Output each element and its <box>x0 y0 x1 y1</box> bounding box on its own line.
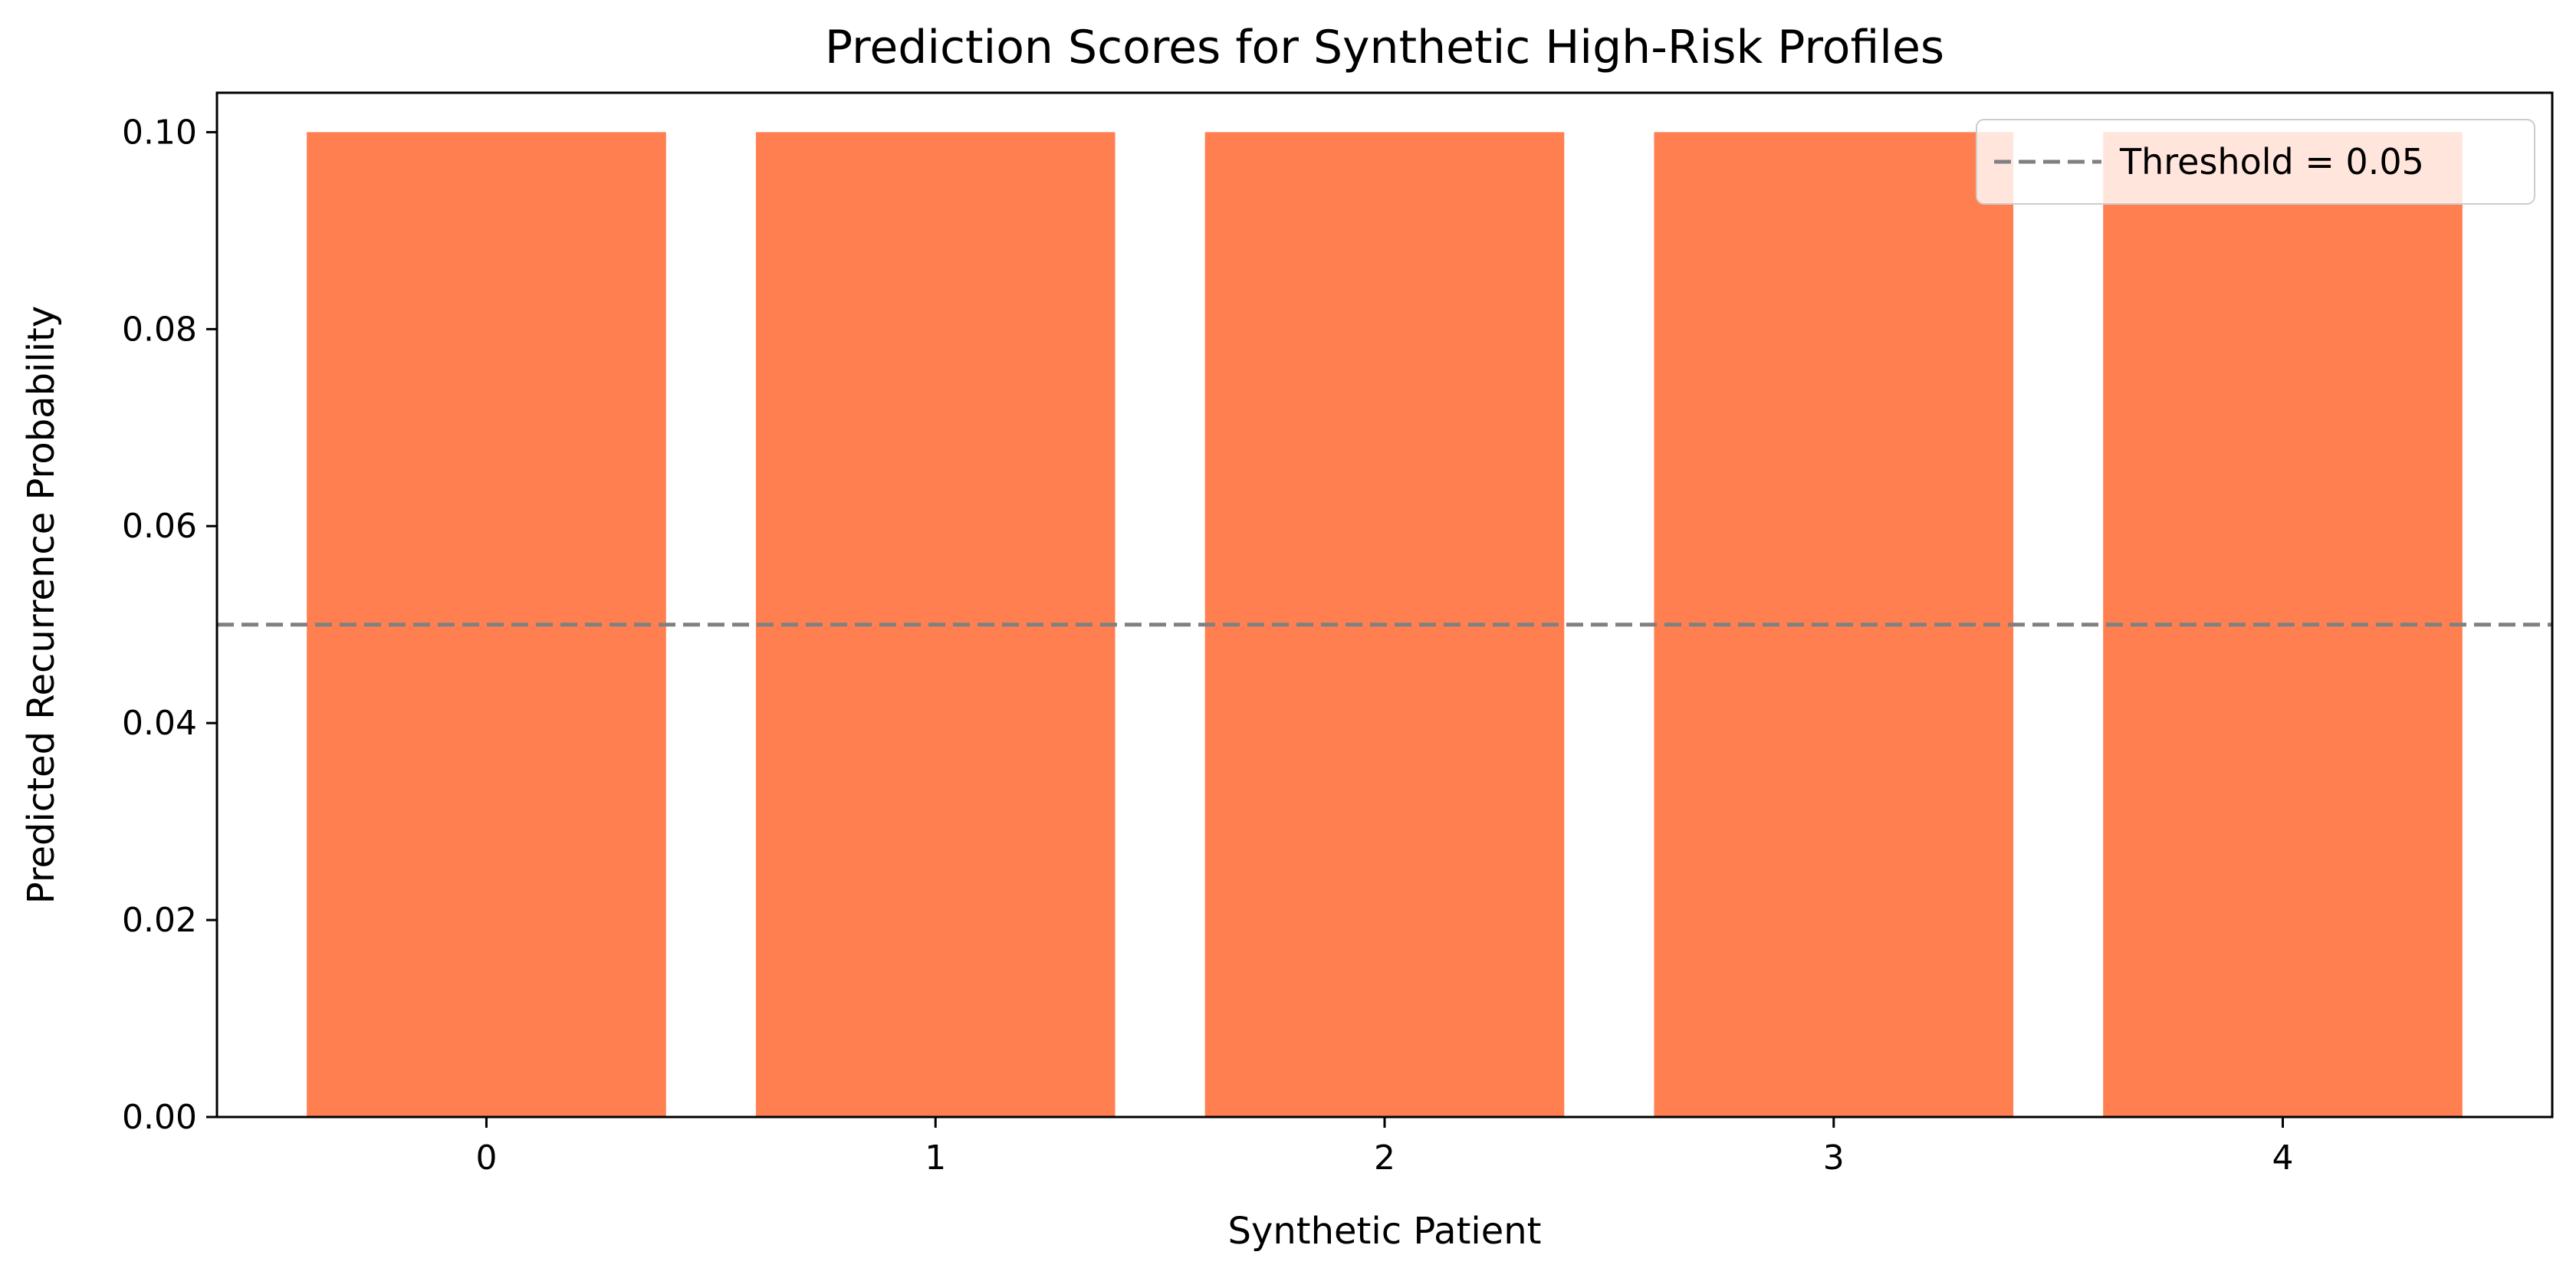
y-axis: 0.00 0.02 0.04 0.06 0.08 0.10 <box>122 113 217 1137</box>
x-tick-label: 3 <box>1823 1138 1845 1178</box>
y-axis-label: Predicted Recurrence Probability <box>20 306 63 905</box>
y-tick-label: 0.08 <box>122 310 197 349</box>
x-tick-label: 4 <box>2272 1138 2294 1178</box>
x-axis: 0 1 2 3 4 <box>475 1117 2294 1178</box>
y-tick-label: 0.06 <box>122 507 197 546</box>
x-axis-label: Synthetic Patient <box>1227 1210 1541 1253</box>
legend-threshold-label: Threshold = 0.05 <box>2119 141 2424 182</box>
y-tick-label: 0.10 <box>122 113 197 152</box>
y-tick-label: 0.04 <box>122 704 197 743</box>
chart-title: Prediction Scores for Synthetic High-Ris… <box>825 21 1944 74</box>
x-tick-label: 2 <box>1374 1138 1395 1178</box>
x-tick-label: 0 <box>475 1138 497 1178</box>
legend: Threshold = 0.05 <box>1976 119 2535 205</box>
x-tick-label: 1 <box>925 1138 946 1178</box>
y-tick-label: 0.02 <box>122 901 197 940</box>
y-tick-label: 0.00 <box>122 1098 197 1137</box>
legend-box <box>1976 119 2535 205</box>
